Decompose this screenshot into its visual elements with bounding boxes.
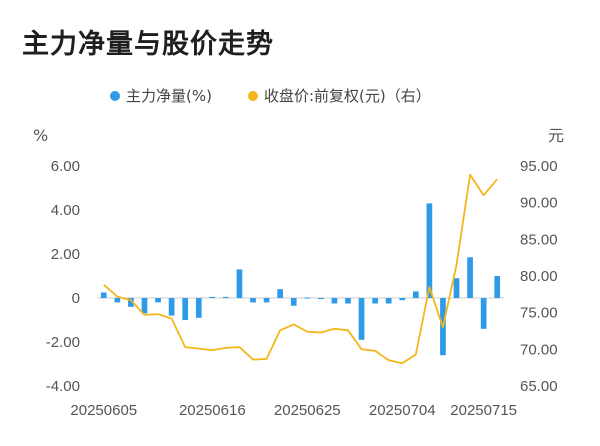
- x-axis-tick-label: 20250605: [70, 402, 137, 419]
- bar-net-volume: [331, 298, 338, 304]
- left-axis-tick-label: 6.00: [51, 158, 80, 175]
- bar-net-volume: [426, 203, 433, 298]
- bar-net-volume: [304, 297, 311, 299]
- right-axis-tick-label: 85.00: [520, 231, 558, 248]
- left-axis-tick-label: 4.00: [51, 202, 80, 219]
- bar-net-volume: [114, 298, 121, 303]
- left-axis-tick-label: -2.00: [46, 334, 80, 351]
- bar-net-volume: [467, 257, 473, 298]
- bar-net-volume: [209, 296, 216, 298]
- legend-label-line: 收盘价:前复权(元)（右）: [264, 87, 431, 105]
- right-axis-tick-label: 80.00: [520, 268, 558, 285]
- left-axis-tick-label: 0: [72, 290, 80, 307]
- bar-net-volume: [290, 298, 297, 306]
- x-axis-tick-label: 20250616: [179, 402, 246, 419]
- bar-net-volume: [318, 298, 324, 300]
- bar-net-volume: [141, 298, 148, 314]
- bar-net-volume: [358, 298, 365, 340]
- bar-net-volume: [155, 298, 161, 303]
- right-axis-tick-label: 70.00: [520, 341, 558, 358]
- right-axis-tick-label: 75.00: [520, 305, 558, 322]
- bar-net-volume: [345, 298, 351, 304]
- x-axis-tick-label: 20250715: [450, 402, 517, 419]
- bar-net-volume: [494, 276, 501, 298]
- bar-net-volume: [372, 298, 378, 304]
- right-axis-tick-label: 65.00: [520, 378, 558, 395]
- legend-marker-line: [248, 91, 258, 101]
- bar-net-volume: [412, 291, 419, 298]
- legend-label-bar: 主力净量(%): [126, 87, 212, 105]
- bar-net-volume: [399, 298, 406, 301]
- bar-net-volume: [263, 298, 270, 303]
- page-title: 主力净量与股价走势: [22, 29, 274, 60]
- bar-net-volume: [480, 298, 487, 329]
- right-axis-tick-label: 95.00: [520, 158, 558, 175]
- close-price-line: [103, 173, 498, 365]
- bar-net-volume: [250, 298, 256, 303]
- bar-net-volume: [168, 298, 175, 316]
- bar-net-volume: [182, 298, 189, 320]
- right-axis-unit: 元: [548, 126, 564, 145]
- bar-net-volume: [128, 298, 134, 307]
- bar-net-volume: [236, 269, 243, 298]
- left-axis-tick-label: 2.00: [51, 246, 80, 263]
- bar-net-volume: [223, 296, 229, 298]
- left-axis-tick-label: -4.00: [46, 378, 80, 395]
- bar-net-volume: [385, 298, 392, 304]
- bar-net-volume: [100, 292, 107, 298]
- legend-marker-bar: [110, 91, 120, 101]
- x-axis-tick-label: 20250704: [369, 402, 436, 419]
- bar-net-volume: [453, 278, 460, 298]
- bar-net-volume: [277, 289, 283, 298]
- x-axis-tick-label: 20250625: [274, 402, 341, 419]
- bar-net-volume: [195, 298, 202, 318]
- left-axis-unit: %: [33, 126, 48, 145]
- right-axis-tick-label: 90.00: [520, 195, 558, 212]
